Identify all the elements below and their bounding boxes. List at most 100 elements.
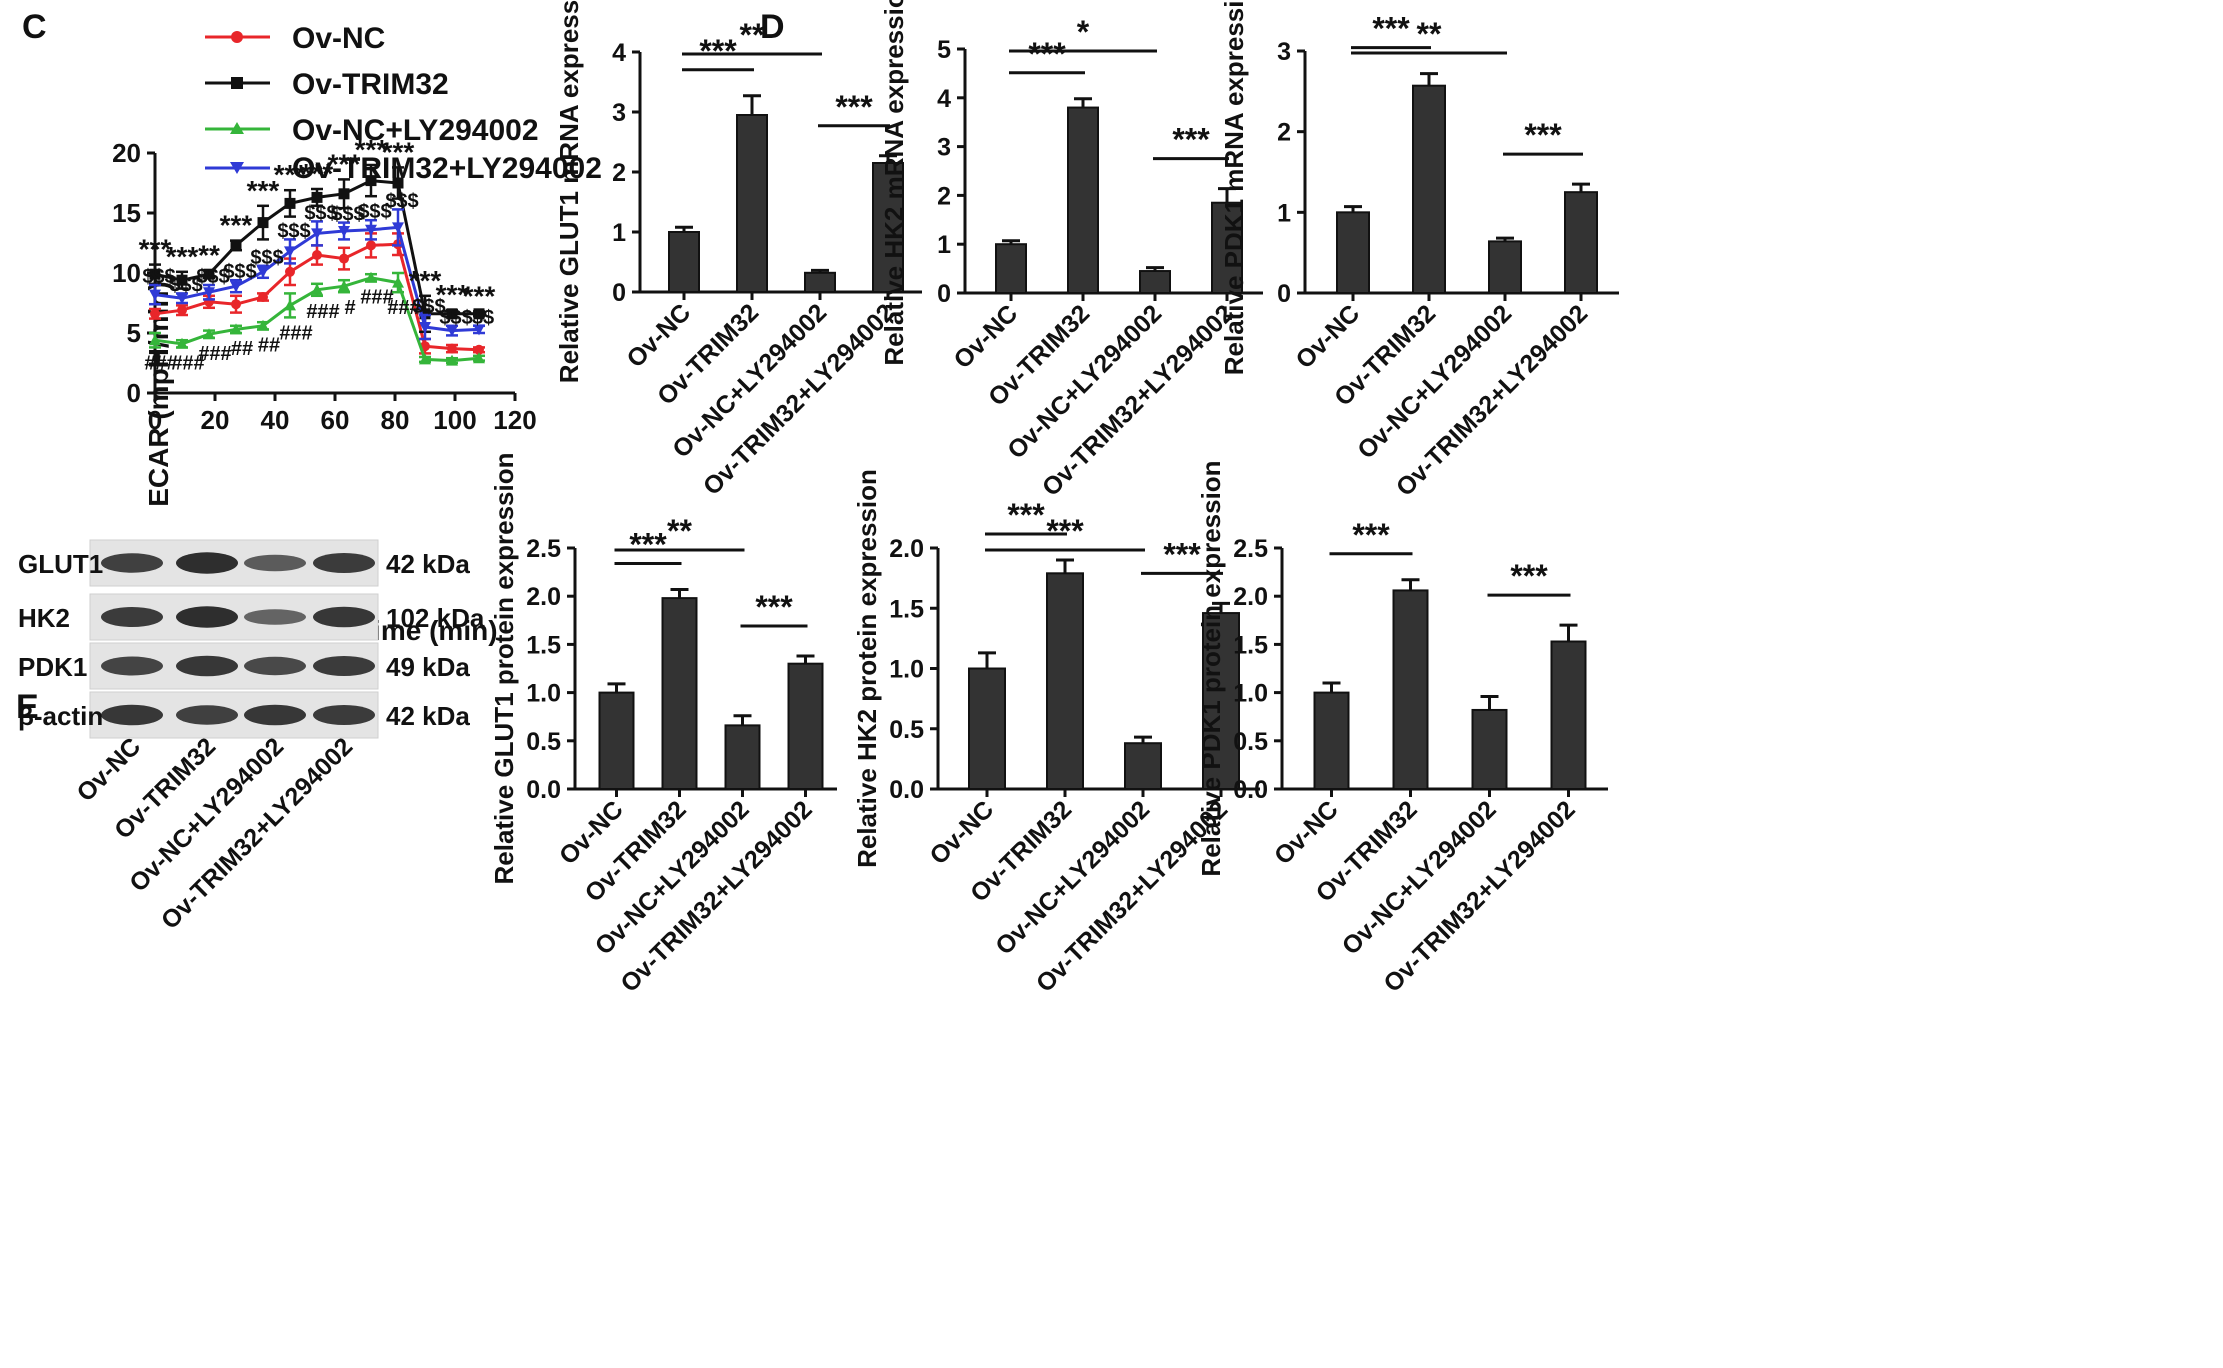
blot-band bbox=[176, 552, 238, 574]
bar bbox=[995, 243, 1027, 294]
ecar-y-tick-label: 20 bbox=[112, 138, 141, 168]
y-tick-label: 0.5 bbox=[1233, 728, 1268, 756]
ecar-point-ov-trim32 bbox=[176, 274, 188, 286]
y-tick-label: 0.0 bbox=[526, 776, 561, 804]
y-axis-title: Relative GLUT1 mRNA expression bbox=[554, 0, 584, 383]
ecar-annotation-trim32-ly: $$$ bbox=[196, 266, 229, 288]
y-tick-label: 1 bbox=[1277, 199, 1291, 227]
significance-label: *** bbox=[1352, 517, 1390, 553]
blot-row-glut1: GLUT1 42 kDa bbox=[18, 539, 470, 587]
glut1-protein-bar-chart: 0.00.51.01.52.02.5Ov-NCOv-TRIM32Ov-NC+LY… bbox=[489, 452, 837, 998]
ecar-x-tick-label: 0 bbox=[148, 405, 162, 435]
significance-label: *** bbox=[1172, 122, 1210, 158]
ecar-annotation-nc-ly: ### bbox=[387, 297, 420, 319]
bar bbox=[804, 271, 836, 293]
ecar-x-tick-label: 40 bbox=[261, 405, 290, 435]
y-tick-label: 1 bbox=[937, 231, 951, 259]
ecar-point-ov-nc-ly bbox=[284, 299, 296, 311]
ecar-annotation-nc-ly: ### bbox=[306, 301, 339, 323]
ecar-point-ov-trim32 bbox=[230, 239, 242, 251]
y-tick-label: 4 bbox=[612, 39, 626, 67]
ecar-annotation-trim32-ly: $$$ bbox=[250, 247, 283, 269]
ecar-annotation-trim32-ly: $$$ bbox=[412, 296, 445, 318]
blot-protein-label: β-actin bbox=[18, 701, 103, 731]
significance-label: *** bbox=[1007, 497, 1045, 533]
bar bbox=[1392, 589, 1429, 791]
western-blot-panel: GLUT1 42 kDa HK2 102 kDa PDK1 49 kDa β-actin 42… bbox=[18, 539, 485, 935]
legend-marker-ov-trim32 bbox=[231, 77, 243, 89]
hk2-mrna-bar-chart: 012345Ov-NCOv-TRIM32Ov-NC+LY294002Ov-TRI… bbox=[879, 0, 1263, 502]
ecar-point-ov-trim32-ly bbox=[311, 228, 323, 240]
y-tick-label: 2.5 bbox=[1233, 535, 1268, 563]
ecar-annotation-trim32: *** bbox=[328, 148, 361, 179]
blot-lane-label: Ov-NC bbox=[71, 732, 146, 807]
ecar-point-ov-trim32 bbox=[473, 308, 485, 320]
y-tick-label: 2 bbox=[612, 159, 626, 187]
significance-label: *** bbox=[629, 526, 667, 562]
y-tick-label: 1 bbox=[612, 219, 626, 247]
ecar-point-ov-nc bbox=[231, 299, 241, 310]
ecar-x-tick-label: 80 bbox=[381, 405, 410, 435]
ecar-annotation-trim32-ly: $$$ bbox=[169, 274, 202, 296]
ecar-point-ov-trim32-ly bbox=[203, 287, 215, 299]
significance-label: ** bbox=[667, 513, 692, 549]
blot-protein-label: PDK1 bbox=[18, 652, 87, 682]
bar bbox=[1067, 106, 1099, 294]
blot-band bbox=[313, 705, 375, 725]
ecar-annotation-trim32: *** bbox=[382, 136, 415, 167]
y-tick-label: 1.5 bbox=[1233, 631, 1268, 659]
y-tick-label: 2.0 bbox=[1233, 583, 1268, 611]
ecar-point-ov-nc bbox=[177, 305, 187, 316]
ecar-point-ov-nc-ly bbox=[203, 328, 215, 340]
legend-entry-ov-nc-ly: Ov-NC+LY294002 bbox=[205, 114, 539, 147]
ecar-annotation-nc-ly: # bbox=[344, 297, 355, 319]
blot-row-pdk1: PDK1 49 kDa bbox=[18, 642, 470, 690]
blot-band bbox=[244, 609, 306, 625]
ecar-point-ov-trim32-ly bbox=[446, 325, 458, 337]
legend-label-ov-trim32: Ov-TRIM32 bbox=[292, 68, 449, 101]
ecar-annotation-trim32-ly: $$ bbox=[472, 307, 494, 329]
ecar-point-ov-nc bbox=[150, 308, 160, 319]
blot-band bbox=[101, 656, 163, 676]
y-axis-title: Relative HK2 protein expression bbox=[852, 469, 882, 868]
ecar-legend: Ov-NC Ov-TRIM32 Ov-NC+LY294002 Ov-TRIM32… bbox=[205, 22, 602, 185]
ecar-point-ov-trim32 bbox=[446, 308, 458, 320]
ecar-annotation-trim32: *** bbox=[247, 175, 280, 206]
blot-row-hk2: HK2 102 kDa bbox=[18, 593, 485, 641]
y-tick-label: 0 bbox=[937, 280, 951, 308]
ecar-y-tick-label: 15 bbox=[112, 198, 141, 228]
bar bbox=[1412, 84, 1446, 295]
bar bbox=[1336, 211, 1370, 294]
ecar-point-ov-trim32-ly bbox=[392, 222, 404, 234]
significance-label: *** bbox=[1510, 558, 1548, 594]
ecar-annotation-trim32-ly: $$$ bbox=[223, 261, 256, 283]
blot-kda-label: 49 kDa bbox=[386, 652, 470, 682]
ecar-annotation-trim32: *** bbox=[274, 159, 307, 190]
significance-label: *** bbox=[699, 33, 737, 69]
y-axis-title: Relative GLUT1 protein expression bbox=[489, 452, 519, 884]
ecar-point-ov-nc-ly bbox=[473, 352, 485, 364]
blot-protein-label: HK2 bbox=[18, 603, 70, 633]
ecar-x-tick-label: 100 bbox=[433, 405, 476, 435]
x-tick-label: Ov-NC+LY294002 bbox=[1337, 795, 1502, 960]
ecar-annotation-trim32-ly: $$$ bbox=[142, 266, 175, 288]
bar bbox=[724, 724, 761, 790]
y-tick-label: 3 bbox=[1277, 38, 1291, 66]
panel-label-d: D bbox=[760, 8, 785, 46]
ecar-annotation-nc-ly: ### bbox=[198, 343, 231, 365]
x-tick-label: Ov-NC bbox=[924, 795, 999, 870]
y-tick-label: 2 bbox=[1277, 119, 1291, 147]
pdk1-protein-bar-chart: 0.00.51.01.52.02.5Ov-NCOv-TRIM32Ov-NC+LY… bbox=[1196, 460, 1608, 998]
ecar-annotation-trim32-ly: $$$ bbox=[358, 201, 391, 223]
bar bbox=[1471, 708, 1508, 791]
y-tick-label: 1.5 bbox=[889, 595, 924, 623]
ecar-point-ov-trim32 bbox=[338, 188, 350, 200]
ecar-point-ov-nc-ly bbox=[365, 271, 377, 283]
ecar-annotation-trim32: *** bbox=[301, 158, 334, 189]
ecar-annotation-nc-ly: ## bbox=[258, 334, 280, 356]
ecar-annotation-trim32: *** bbox=[220, 210, 253, 241]
ecar-point-ov-trim32 bbox=[392, 177, 404, 189]
ecar-annotations: ****** ********************************$$… bbox=[139, 134, 496, 374]
y-tick-label: 2.0 bbox=[889, 535, 924, 563]
ecar-point-ov-trim32 bbox=[311, 191, 323, 203]
